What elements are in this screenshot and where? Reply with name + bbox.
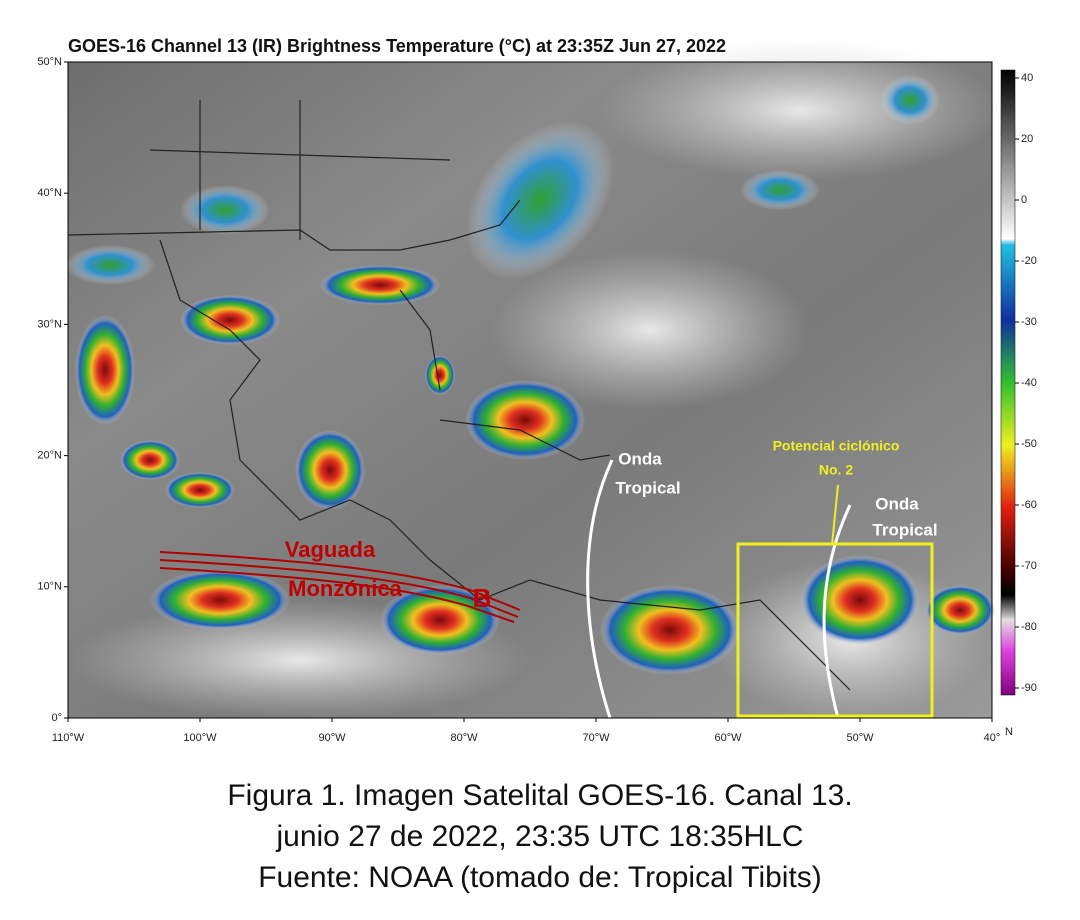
lat-tick-label: 30°N [37,318,62,330]
lat-tick-label: 10°N [37,581,62,593]
onda-label: Onda [875,494,919,513]
lat-tick-label: 20°N [37,450,62,462]
annotations: Vaguada Monzónica B Onda Tropical Onda T… [285,438,938,613]
lon-tick-label: 70°W [582,732,610,744]
lat-tick-label: 40°N [37,187,62,199]
title: GOES-16 Channel 13 (IR) Brightness Tempe… [68,36,726,56]
caption-line: Figura 1. Imagen Satelital GOES-16. Cana… [227,779,852,812]
colorbar-tick-label: 20 [1021,133,1033,145]
colorbar-tick-label: -50 [1021,438,1037,450]
colorbar-tick-label: -80 [1021,621,1037,633]
colorbar-tick-label: -20 [1021,255,1037,267]
colorbar-tick-label: -30 [1021,316,1037,328]
lon-tick-label: 90°W [318,732,346,744]
colorbar-label: N [1005,726,1013,738]
vaguada-label: Vaguada [285,537,376,562]
lat-tick-label: 50°N [37,56,62,68]
vaguada-label: Monzónica [288,576,402,601]
satellite-image [65,40,1000,720]
lon-tick-label: 100°W [183,732,217,744]
onda-label: Onda [618,449,662,468]
colorbar-tick-label: -60 [1021,499,1037,511]
colorbar-tick-label: 40 [1021,72,1033,84]
caption-line: junio 27 de 2022, 23:35 UTC 18:35HLC [275,820,803,853]
lon-tick-label: 60°W [714,732,742,744]
onda-label: Tropical [872,520,937,539]
colorbar-tick-label: -90 [1021,682,1037,694]
onda-label: Tropical [615,478,680,497]
colorbar-tick-label: 0 [1021,194,1027,206]
lon-tick-label: 110°W [52,732,85,744]
lon-tick-label: 50°W [846,732,874,744]
lon-tick-label: 80°W [450,732,478,744]
potencial-label: Potencial ciclónico [773,438,900,454]
caption-line: Fuente: NOAA (tomado de: Tropical Tibits… [258,861,822,894]
colorbar-tick-label: -40 [1021,377,1037,389]
colorbar [1000,69,1016,696]
low-label: B [473,583,492,613]
colorbar-tick-label: -70 [1021,560,1037,572]
potencial-label: No. 2 [819,462,853,478]
lon-tick-label: 40° [984,732,1001,744]
lat-tick-label: 0° [51,712,62,724]
